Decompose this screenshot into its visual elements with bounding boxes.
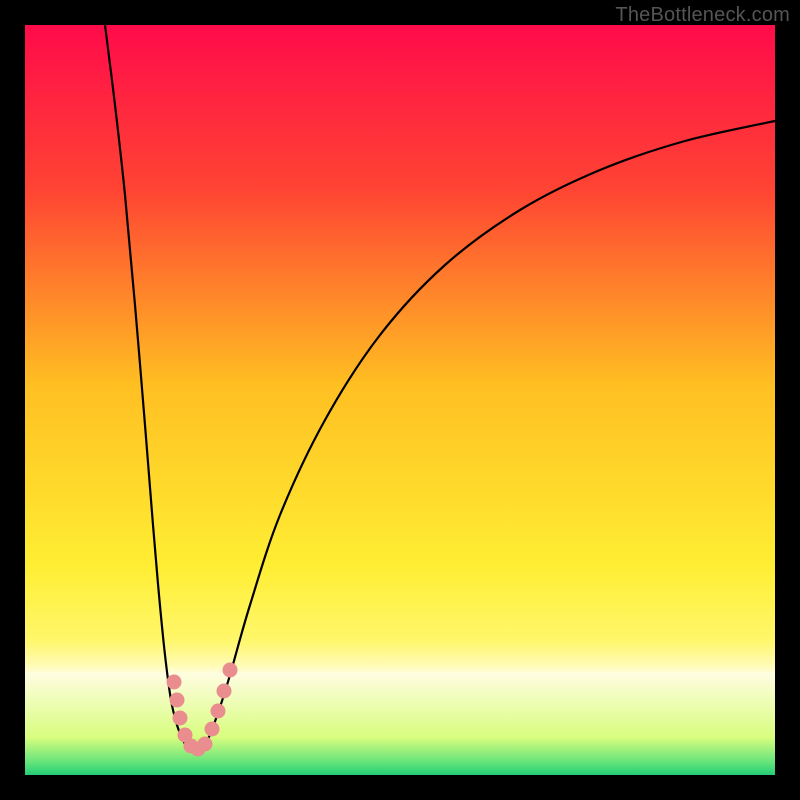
marker-dot (170, 693, 185, 708)
marker-dot (173, 711, 188, 726)
chart-plot-area (25, 25, 775, 775)
marker-dot (205, 722, 220, 737)
marker-dot (217, 684, 232, 699)
marker-dot (167, 675, 182, 690)
gradient-background (25, 25, 775, 775)
watermark-text: TheBottleneck.com (615, 4, 790, 27)
marker-dot (198, 737, 213, 752)
chart-frame: TheBottleneck.com (0, 0, 800, 800)
marker-dot (211, 704, 226, 719)
marker-dot (223, 663, 238, 678)
